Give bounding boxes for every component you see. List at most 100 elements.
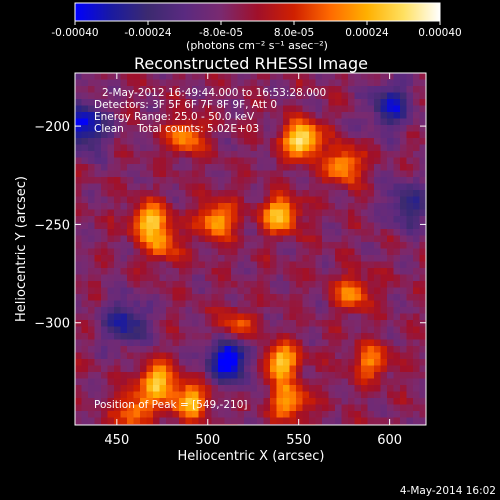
heatmap-cell: [244, 261, 251, 269]
heatmap-cell: [205, 365, 212, 373]
heatmap-cell: [406, 294, 414, 301]
heatmap-cell: [283, 92, 290, 100]
heatmap-cell: [276, 222, 284, 230]
heatmap-cell: [341, 242, 349, 249]
heatmap-cell: [393, 112, 401, 119]
heatmap-cell: [257, 313, 264, 321]
heatmap-cell: [146, 287, 154, 295]
heatmap-cell: [224, 242, 232, 249]
heatmap-cell: [400, 346, 407, 353]
heatmap-cell: [328, 79, 336, 87]
heatmap-cell: [270, 372, 277, 379]
heatmap-cell: [120, 209, 128, 217]
heatmap-cell: [179, 333, 186, 340]
heatmap-cell: [198, 170, 206, 178]
heatmap-cell: [289, 190, 297, 197]
heatmap-cell: [250, 391, 258, 399]
heatmap-cell: [374, 203, 381, 210]
heatmap-cell: [419, 105, 426, 113]
heatmap-cell: [302, 281, 310, 288]
heatmap-cell: [101, 359, 108, 366]
x-axis-label: Heliocentric X (arcsec): [178, 449, 325, 464]
heatmap-cell: [322, 398, 329, 405]
heatmap-cell: [302, 99, 310, 106]
heatmap-cell: [406, 326, 414, 334]
heatmap-cell: [218, 183, 225, 191]
heatmap-cell: [328, 112, 336, 119]
heatmap-cell: [257, 209, 264, 217]
heatmap-cell: [328, 281, 336, 288]
heatmap-cell: [205, 398, 212, 405]
heatmap-cell: [107, 248, 115, 256]
heatmap-cell: [224, 118, 232, 126]
heatmap-cell: [354, 294, 362, 301]
heatmap-cell: [413, 190, 420, 197]
heatmap-cell: [120, 125, 128, 132]
heatmap-cell: [374, 86, 381, 93]
heatmap-cell: [393, 398, 401, 405]
heatmap-cell: [198, 411, 206, 418]
heatmap-cell: [75, 125, 82, 132]
heatmap-cell: [374, 125, 381, 132]
heatmap-cell: [211, 385, 219, 392]
heatmap-cell: [101, 417, 108, 425]
heatmap-cell: [166, 378, 173, 386]
heatmap-cell: [205, 294, 212, 301]
heatmap-cell: [81, 92, 89, 100]
heatmap-cell: [244, 333, 251, 340]
heatmap-cell: [309, 73, 316, 80]
heatmap-cell: [354, 320, 362, 327]
heatmap-cell: [244, 346, 251, 353]
heatmap-cell: [296, 378, 303, 386]
heatmap-cell: [127, 151, 134, 158]
heatmap-cell: [146, 209, 154, 217]
heatmap-cell: [127, 307, 134, 314]
heatmap-cell: [328, 326, 336, 334]
heatmap-cell: [419, 339, 426, 347]
heatmap-cell: [166, 190, 173, 197]
heatmap-cell: [224, 339, 232, 347]
heatmap-cell: [146, 157, 154, 165]
heatmap-cell: [140, 417, 147, 425]
heatmap-cell: [179, 352, 186, 360]
heatmap-cell: [406, 261, 414, 269]
heatmap-cell: [309, 248, 316, 256]
x-tick-label: 450: [104, 433, 129, 448]
heatmap-cell: [250, 151, 258, 158]
heatmap-cell: [88, 216, 95, 223]
heatmap-cell: [374, 242, 381, 249]
heatmap-cell: [374, 326, 381, 334]
heatmap-cell: [367, 105, 375, 113]
heatmap-cell: [419, 385, 426, 392]
heatmap-cell: [159, 320, 167, 327]
heatmap-cell: [354, 105, 362, 113]
heatmap-cell: [231, 294, 238, 301]
heatmap-cell: [250, 86, 258, 93]
heatmap-cell: [289, 333, 297, 340]
heatmap-cell: [153, 164, 160, 171]
heatmap-cell: [107, 209, 115, 217]
heatmap-cell: [289, 372, 297, 379]
heatmap-cell: [302, 287, 310, 295]
heatmap-cell: [393, 326, 401, 334]
y-tick-label: −300: [34, 317, 70, 332]
heatmap-cell: [133, 281, 141, 288]
heatmap-cell: [153, 92, 160, 100]
heatmap-cell: [205, 92, 212, 100]
heatmap-cell: [101, 170, 108, 178]
heatmap-cell: [393, 352, 401, 360]
heatmap-cell: [75, 281, 82, 288]
heatmap-cell: [367, 346, 375, 353]
heatmap-cell: [231, 164, 238, 171]
heatmap-cell: [198, 352, 206, 360]
heatmap-cell: [289, 300, 297, 308]
heatmap-cell: [328, 86, 336, 93]
heatmap-cell: [120, 274, 128, 282]
heatmap-cell: [270, 164, 277, 171]
heatmap-cell: [406, 339, 414, 347]
heatmap-cell: [348, 118, 355, 126]
heatmap-cell: [94, 300, 102, 308]
heatmap-cell: [75, 320, 82, 327]
heatmap-cell: [244, 274, 251, 282]
heatmap-cell: [348, 294, 355, 301]
